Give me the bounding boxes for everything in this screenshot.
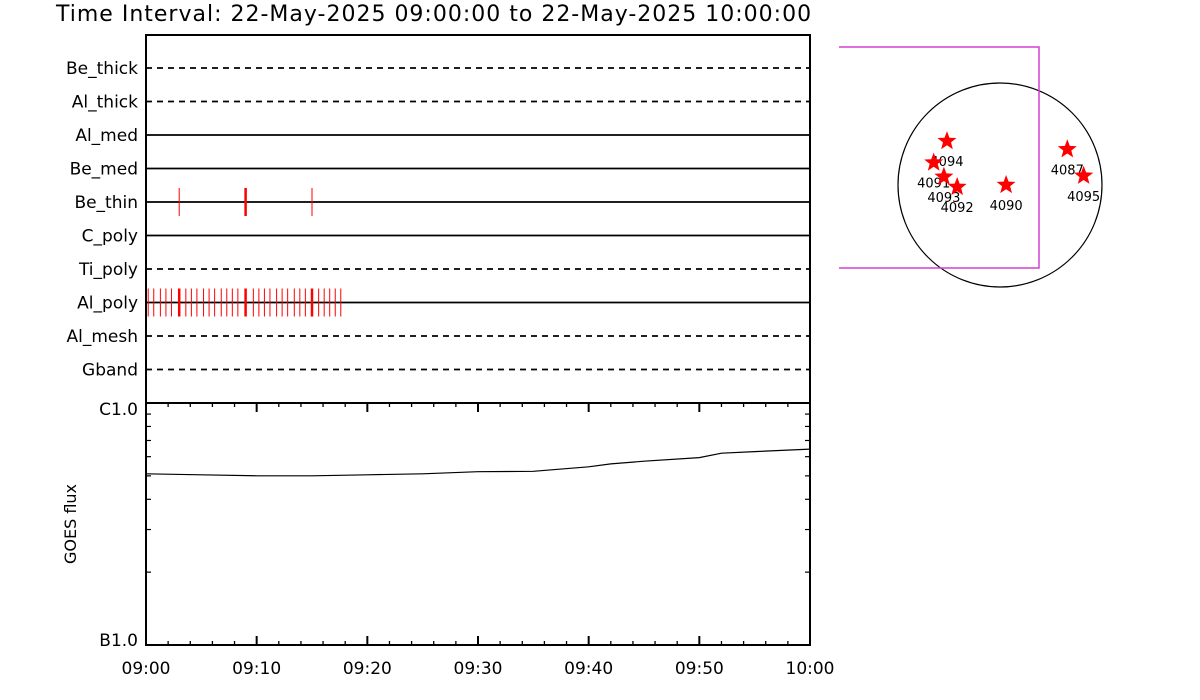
row-label: Al_med [75,126,138,146]
sunspot-label: 4095 [1067,190,1100,205]
x-tick-label: 09:10 [232,659,281,679]
sunspot-star [1074,165,1094,184]
x-tick-label: 09:50 [675,659,724,679]
row-label: Al_poly [77,294,138,314]
sunspot-label: 4090 [990,199,1023,214]
sunspot-star [937,131,957,150]
y-tick-label: C1.0 [99,400,138,420]
sunspot-label: 4087 [1051,163,1084,178]
row-label: Be_med [70,160,138,180]
x-tick-label: 09:20 [343,659,392,679]
row-label: Be_thin [74,193,138,213]
row-label: Be_thick [66,59,138,79]
sunspot-star [1057,139,1077,158]
sunspot-star [924,152,944,171]
page-title: Time Interval: 22-May-2025 09:00:00 to 2… [56,2,813,27]
row-label: Ti_poly [78,260,138,280]
sunspot-label: 4093 [927,191,960,206]
sunspot-star [996,175,1016,194]
sunspot-label: 4094 [930,155,963,170]
goes-flux-panel: 09:00 09:10 09:20 09:30 09:40 09:50 10:00 C1.0 B… [61,400,835,679]
timeline-frame [145,34,811,404]
sunspot-label: 4092 [941,201,974,216]
goes-frame [145,402,811,646]
goes-flux-line [145,448,811,477]
solar-disk-outline [897,82,1103,288]
row-label: C_poly [82,227,138,247]
x-tick-label: 10:00 [786,659,835,679]
row-label: Al_thick [72,93,138,113]
sunspot-star [947,177,967,196]
row-label: Gband [82,361,138,381]
x-tick-label: 09:00 [122,659,171,679]
x-tick-label: 09:30 [454,659,503,679]
y-axis-label: GOES flux [61,484,80,564]
x-tick-label: 09:40 [564,659,613,679]
y-tick-label: B1.0 [99,631,138,651]
field-of-view-box [839,46,1040,269]
sunspot-star [934,166,954,185]
row-label: Al_mesh [66,327,138,347]
timeline-panel: Be_thick Al_thick Al_med Be_med Be_thin C_pol… [66,34,811,404]
